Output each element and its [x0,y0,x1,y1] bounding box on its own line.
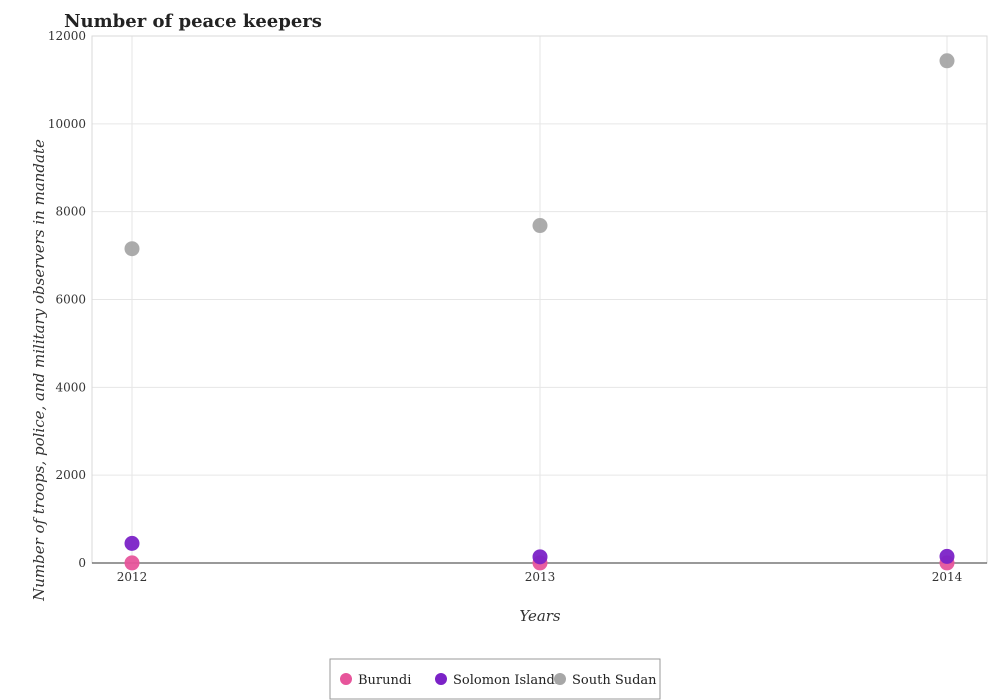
data-point [939,53,955,69]
x-tick-label: 2012 [117,570,148,584]
x-tick-labels: 2012 2013 2014 [117,570,963,584]
y-tick-label: 6000 [55,293,86,307]
chart-title: Number of peace keepers [64,11,322,32]
y-axis-label: Number of troops, police, and military o… [30,139,48,602]
y-tick-label: 2000 [55,468,86,482]
legend-label: South Sudan [572,673,657,688]
y-tick-label: 8000 [55,205,86,219]
data-point [124,535,140,551]
y-tick-label: 4000 [55,380,86,394]
legend-box [329,658,661,700]
data-point [124,555,140,571]
data-point [532,549,548,565]
legend-label: Solomon Islands [453,673,561,688]
data-point [124,241,140,257]
x-tick-label: 2014 [932,570,963,584]
legend-marker [340,673,352,685]
data-point [532,218,548,234]
grid [92,35,987,564]
legend-label: Burundi [358,673,411,688]
y-tick-label: 12000 [48,29,86,43]
data-point [939,548,955,564]
data-points [124,53,955,571]
legend: Burundi Solomon Islands South Sudan [329,658,661,700]
legend-marker [554,673,566,685]
x-tick-label: 2013 [525,570,556,584]
y-tick-labels: 0 2000 4000 6000 8000 10000 12000 [48,29,86,570]
legend-marker [435,673,447,685]
y-tick-label: 10000 [48,117,86,131]
x-axis-label: Years [519,607,561,625]
y-tick-label: 0 [78,556,86,570]
